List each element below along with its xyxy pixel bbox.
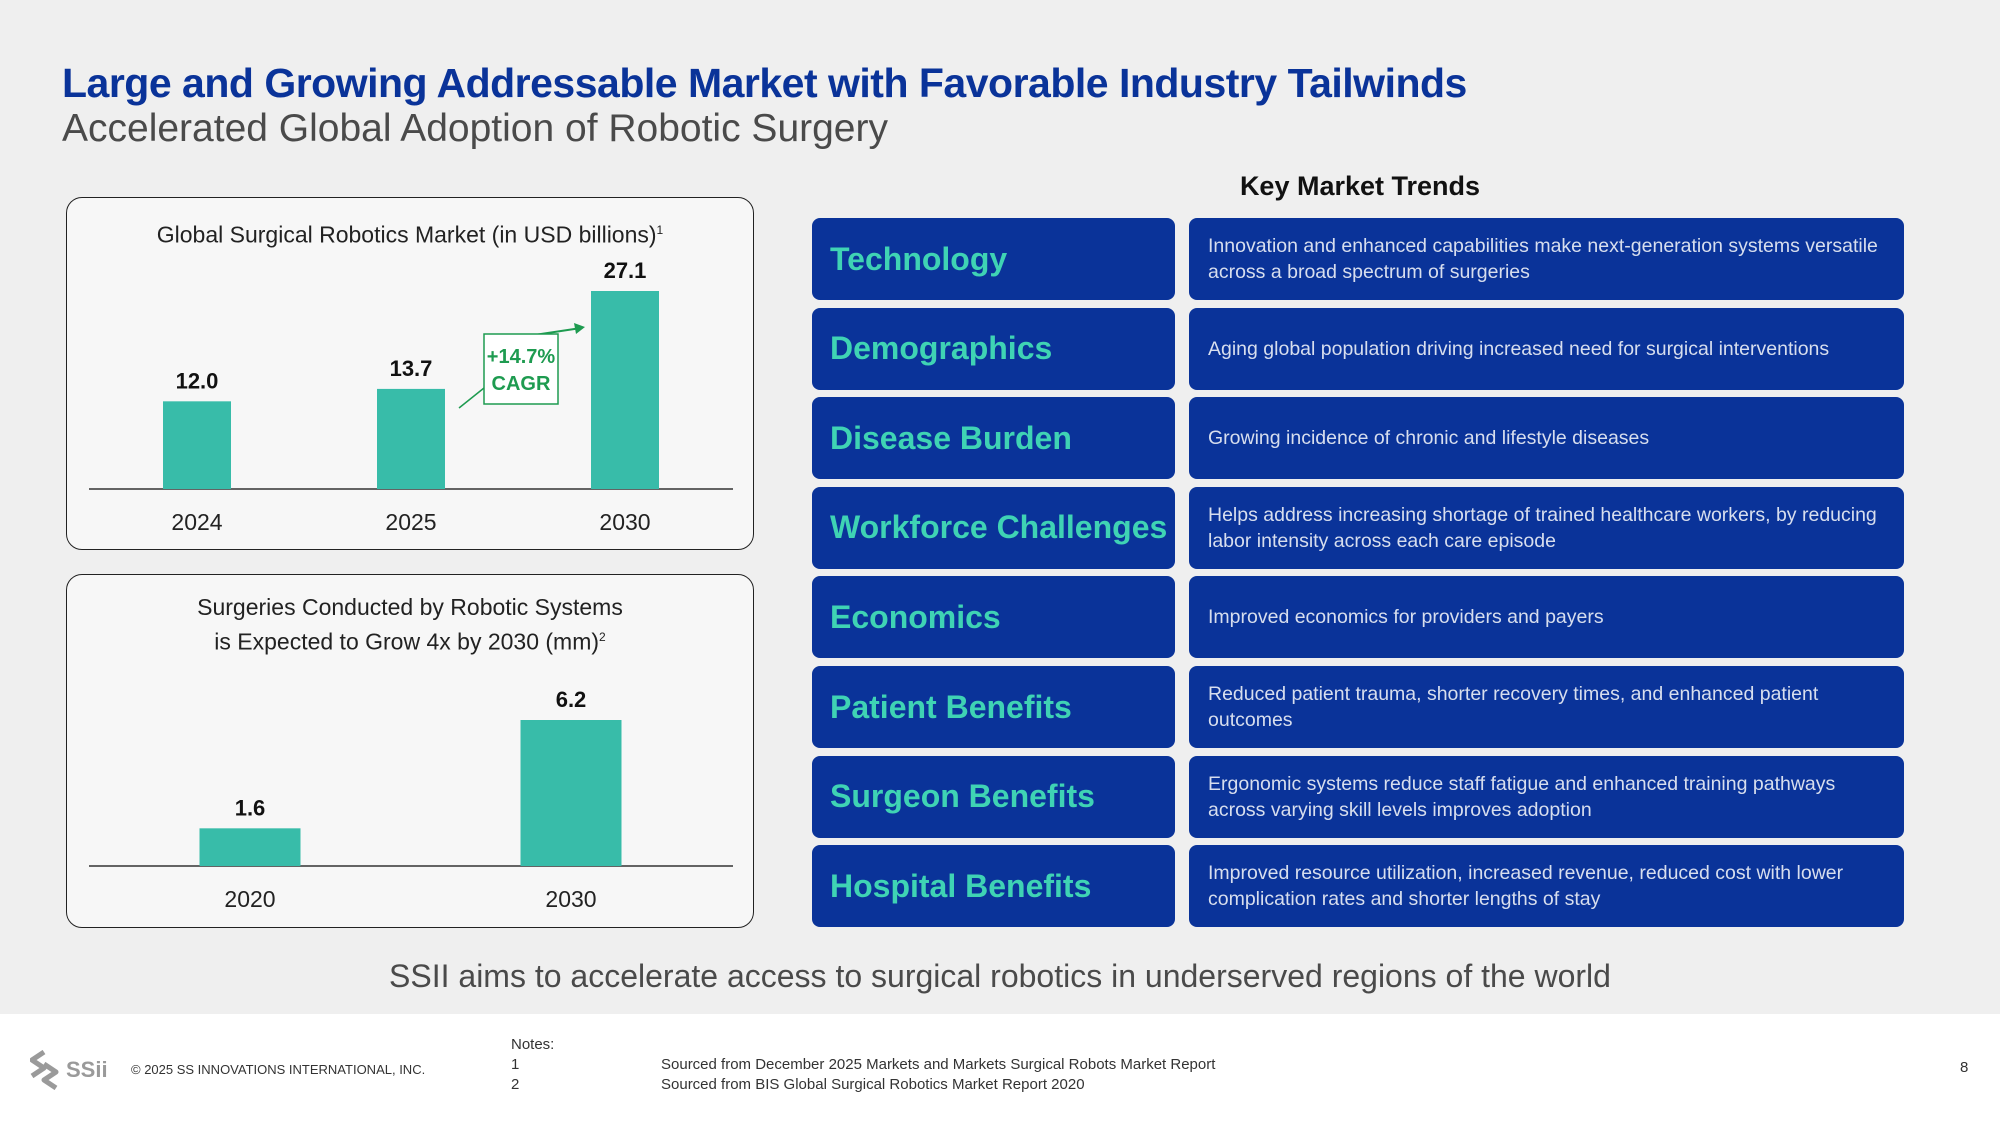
trends-heading: Key Market Trends xyxy=(1239,171,1481,201)
surgeries-chart-title: Surgeries Conducted by Robotic Systems i… xyxy=(67,592,753,657)
category-label: 2030 xyxy=(599,509,650,535)
trend-name: Hospital Benefits xyxy=(812,845,1175,928)
company-logo: SSii xyxy=(29,1049,120,1095)
page-subtitle: Accelerated Global Adoption of Robotic S… xyxy=(62,107,888,150)
footnote-ref-1: 1 xyxy=(656,223,664,237)
trend-name: Workforce Challenges xyxy=(812,486,1175,569)
bar-2030 xyxy=(520,720,622,866)
market-chart-title-text: Global Surgical Robotics Market (in USD … xyxy=(156,221,657,248)
ssii-logo-icon: SSii xyxy=(29,1049,108,1091)
market-chart-panel: Global Surgical Robotics Market (in USD … xyxy=(66,197,754,550)
category-label: 2030 xyxy=(545,886,596,912)
cagr-box xyxy=(483,333,559,405)
data-label: 1.6 xyxy=(235,795,266,820)
notes-label: Notes: xyxy=(511,1036,555,1053)
surgeries-chart-panel: Surgeries Conducted by Robotic Systems i… xyxy=(66,574,754,928)
surgeries-chart-title-line1: Surgeries Conducted by Robotic Systems xyxy=(197,594,623,620)
trend-description: Growing incidence of chronic and lifesty… xyxy=(1189,397,1904,480)
trend-description: Aging global population driving increase… xyxy=(1189,307,1904,390)
trend-row: Demographics Aging global population driv… xyxy=(812,307,1904,390)
trend-row: Patient Benefits Reduced patient trauma, … xyxy=(812,666,1904,748)
trend-description: Ergonomic systems reduce staff fatigue a… xyxy=(1189,755,1904,838)
data-label: 27.1 xyxy=(604,258,647,283)
footer: SSii © 2025 SS INNOVATIONS INTERNATIONAL… xyxy=(0,1014,2000,1125)
note-text: Sourced from BIS Global Surgical Robotic… xyxy=(661,1076,1085,1093)
category-label: 2025 xyxy=(385,509,436,535)
category-label: 2020 xyxy=(224,886,275,912)
trend-name: Demographics xyxy=(812,307,1175,390)
trend-description: Reduced patient trauma, shorter recovery… xyxy=(1189,666,1904,748)
trend-row: Technology Innovation and enhanced capabi… xyxy=(812,218,1904,300)
cagr-label: CAGR xyxy=(492,373,551,395)
cagr-value: +14.7% xyxy=(487,346,556,368)
surgeries-bar-chart: 1.6 2020 6.2 2030 xyxy=(89,687,733,912)
cagr-leader-line xyxy=(458,387,485,409)
bar-2024 xyxy=(163,401,231,489)
category-label: 2024 xyxy=(171,509,222,535)
page-title: Large and Growing Addressable Market wit… xyxy=(62,60,1467,106)
trend-row: Hospital Benefits Improved resource utili… xyxy=(812,845,1904,928)
bar-2030 xyxy=(591,291,659,489)
trend-description: Helps address increasing shortage of tra… xyxy=(1189,486,1904,569)
market-chart-title: Global Surgical Robotics Market (in USD … xyxy=(67,215,753,250)
trend-description: Improved resource utilization, increased… xyxy=(1189,845,1904,928)
note-number: 1 xyxy=(511,1056,520,1073)
trend-name: Technology xyxy=(812,218,1175,300)
surgeries-chart-title-line2-text: is Expected to Grow 4x by 2030 (mm) xyxy=(214,628,600,655)
bar-2025 xyxy=(377,388,445,489)
note-number: 2 xyxy=(511,1076,520,1093)
data-label: 13.7 xyxy=(390,356,433,381)
svg-text:SSii: SSii xyxy=(66,1057,108,1082)
page-number: 8 xyxy=(1960,1059,1969,1076)
trend-name: Patient Benefits xyxy=(812,666,1175,748)
bar-2020 xyxy=(199,828,301,866)
footnote-ref-2: 2 xyxy=(599,630,606,644)
market-bar-chart: 12.0 2024 13.7 2025 27.1 2030 +14.7% CAGR xyxy=(89,258,733,535)
copyright: © 2025 SS INNOVATIONS INTERNATIONAL, INC… xyxy=(131,1062,426,1077)
surgeries-chart-title-line2: is Expected to Grow 4x by 2030 (mm)2 xyxy=(67,622,753,657)
trend-name: Surgeon Benefits xyxy=(812,755,1175,838)
trend-row: Disease Burden Growing incidence of chron… xyxy=(812,397,1904,480)
trend-description: Improved economics for providers and pay… xyxy=(1189,576,1904,659)
trend-row: Workforce Challenges Helps address increa… xyxy=(812,486,1904,569)
trend-name: Economics xyxy=(812,576,1175,659)
trend-name: Disease Burden xyxy=(812,397,1175,480)
data-label: 12.0 xyxy=(176,368,219,393)
trend-row: Surgeon Benefits Ergonomic systems reduce… xyxy=(812,755,1904,838)
trend-row: Economics Improved economics for provider… xyxy=(812,576,1904,659)
tagline: SSII aims to accelerate access to surgic… xyxy=(389,958,1611,994)
trend-description: Innovation and enhanced capabilities mak… xyxy=(1189,218,1904,300)
arrow-head-icon xyxy=(574,323,585,334)
data-label: 6.2 xyxy=(556,687,587,712)
note-text: Sourced from December 2025 Markets and M… xyxy=(661,1056,1216,1073)
